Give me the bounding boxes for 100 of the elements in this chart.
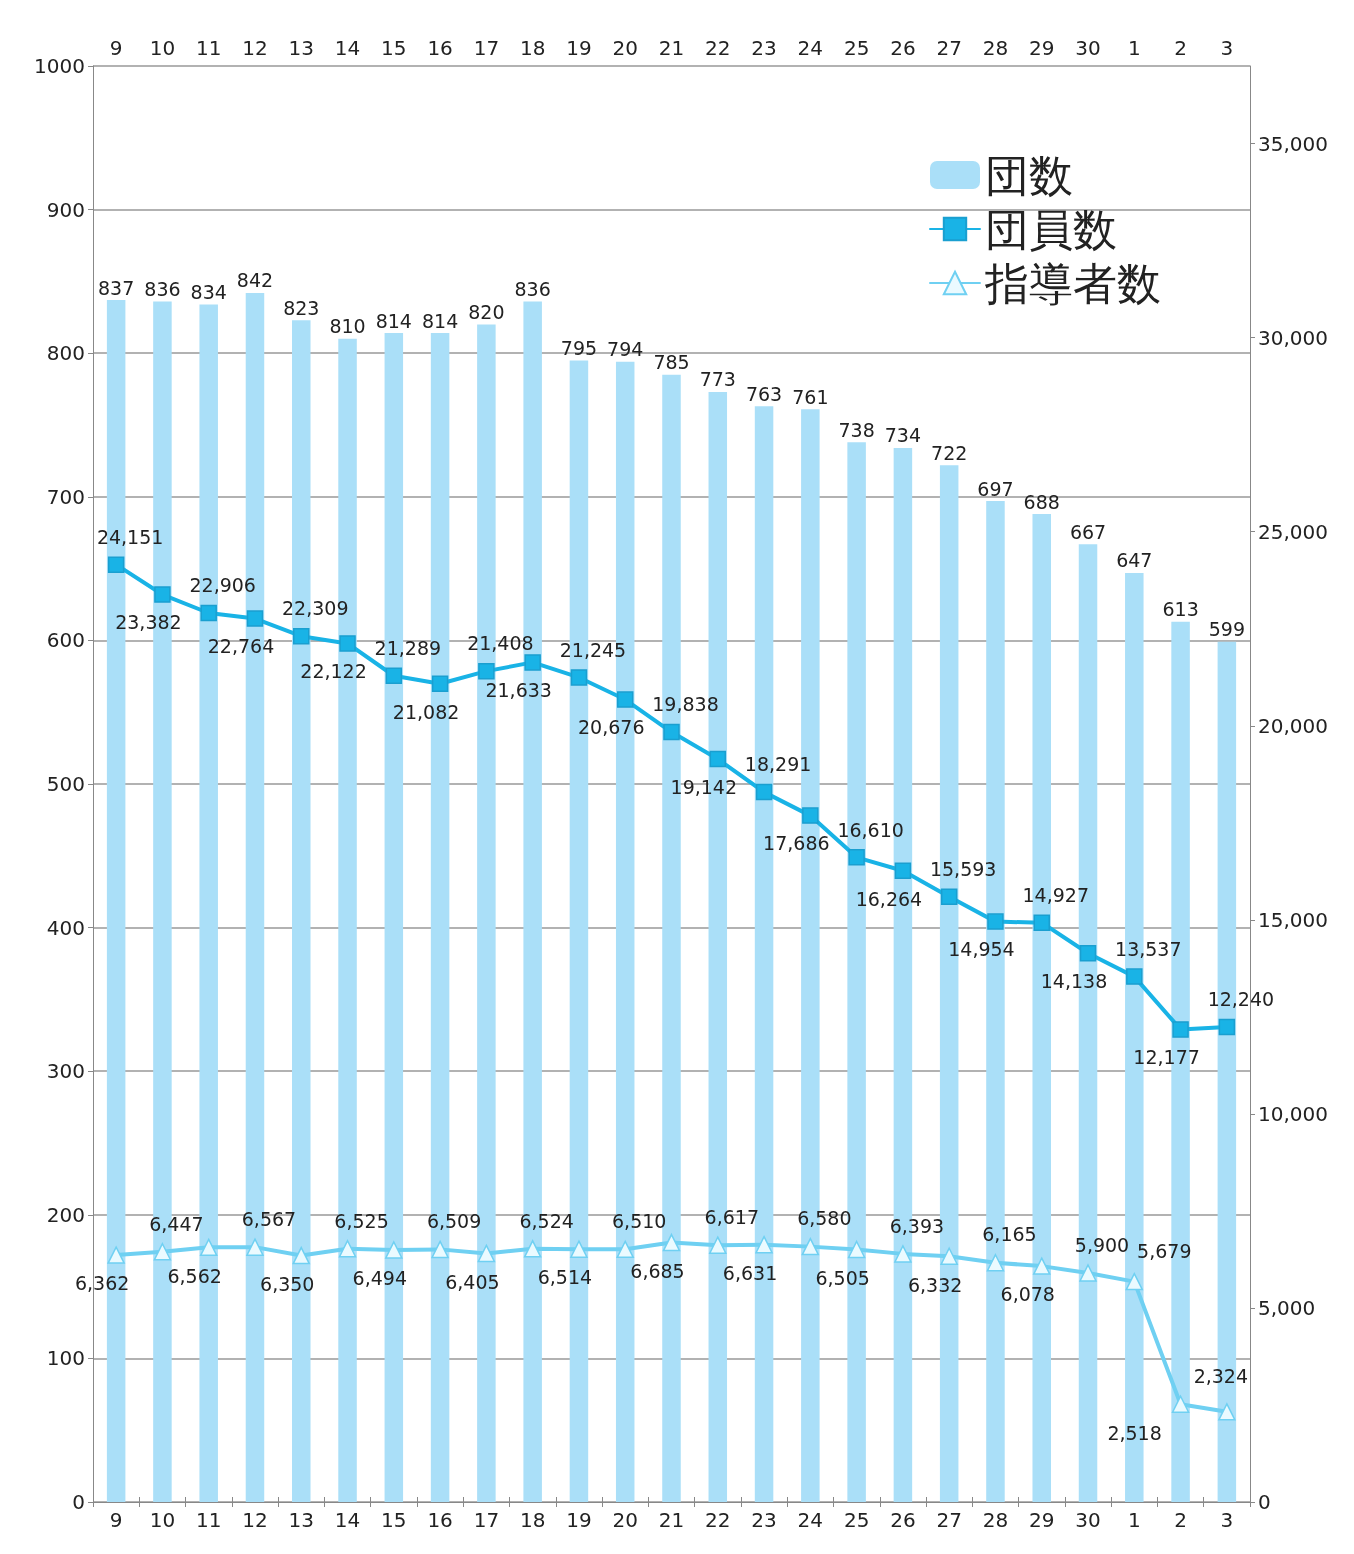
x-tick-label: 10 xyxy=(149,1508,176,1532)
x-tick-label: 23 xyxy=(751,1508,777,1532)
y2-tick-label: 25,000 xyxy=(1258,519,1328,544)
category-label: 26 xyxy=(890,36,916,60)
data-label: 2,324 xyxy=(1193,1364,1249,1387)
data-label: 814 xyxy=(375,309,412,332)
category-label: 14 xyxy=(334,36,361,60)
data-label: 6,685 xyxy=(630,1259,685,1282)
data-label: 14,954 xyxy=(948,938,1015,961)
data-label: 6,567 xyxy=(241,1207,297,1230)
category-label: 17 xyxy=(473,36,500,60)
category-label: 12 xyxy=(242,36,268,60)
point xyxy=(293,627,310,645)
point xyxy=(431,1240,449,1259)
x-tick-label: 12 xyxy=(242,1508,268,1532)
point xyxy=(940,1247,958,1265)
data-label: 21,633 xyxy=(485,679,552,702)
data-label: 613 xyxy=(1162,598,1199,621)
y2-tick-label: 0 xyxy=(1258,1490,1271,1514)
data-label: 6,447 xyxy=(149,1212,204,1235)
y-tick-label: 500 xyxy=(46,772,85,796)
point xyxy=(1218,1403,1236,1421)
data-label: 6,514 xyxy=(537,1266,593,1289)
point xyxy=(107,556,125,573)
legend-label: 指導者数 xyxy=(984,257,1161,309)
category-label: 16 xyxy=(427,36,453,60)
data-label: 15,593 xyxy=(929,858,997,881)
point xyxy=(801,1237,820,1256)
category-label: 19 xyxy=(566,36,592,60)
y-tick-label: 1000 xyxy=(34,54,85,78)
category-label: 29 xyxy=(1029,36,1055,60)
data-label: 21,289 xyxy=(374,637,442,660)
x-tick-label: 25 xyxy=(843,1508,870,1532)
x-tick-label: 24 xyxy=(797,1508,824,1532)
y-tick-label: 100 xyxy=(46,1346,85,1371)
y-tick-label: 0 xyxy=(72,1490,85,1514)
data-label: 734 xyxy=(884,424,922,447)
x-tick-label: 22 xyxy=(705,1508,731,1532)
point xyxy=(1218,1018,1236,1036)
data-label: 810 xyxy=(329,315,366,338)
point xyxy=(385,667,403,685)
point xyxy=(1032,1257,1051,1275)
point xyxy=(1126,968,1143,985)
category-label: 24 xyxy=(797,36,824,60)
data-label: 6,631 xyxy=(722,1261,778,1284)
point xyxy=(477,1244,496,1263)
legend-label: 団数 xyxy=(985,149,1073,201)
data-label: 820 xyxy=(468,300,505,323)
data-label: 6,525 xyxy=(334,1209,389,1232)
y2-tick-label: 35,000 xyxy=(1258,131,1328,156)
category-label: 22 xyxy=(705,36,731,60)
y2-tick-label: 15,000 xyxy=(1258,907,1328,932)
point xyxy=(940,888,958,906)
data-label: 6,350 xyxy=(260,1272,315,1295)
category-label: 13 xyxy=(288,36,314,60)
point xyxy=(894,1245,912,1263)
x-tick-label: 27 xyxy=(936,1508,962,1532)
data-label: 667 xyxy=(1069,520,1107,543)
point xyxy=(431,675,449,693)
category-label: 15 xyxy=(381,36,407,60)
data-label: 6,362 xyxy=(74,1272,130,1295)
x-tick-label: 3 xyxy=(1220,1508,1234,1532)
data-label: 738 xyxy=(838,418,875,441)
point xyxy=(847,1240,866,1259)
category-label: 10 xyxy=(149,36,176,60)
point xyxy=(246,610,264,627)
x-tick-label: 17 xyxy=(473,1508,500,1532)
data-label: 6,494 xyxy=(352,1267,408,1290)
y-tick-label: 400 xyxy=(46,915,85,940)
point xyxy=(478,662,495,680)
y2-tick-label: 20,000 xyxy=(1258,713,1328,738)
y-tick-label: 900 xyxy=(46,197,85,222)
data-label: 13,537 xyxy=(1115,937,1182,960)
data-label: 837 xyxy=(98,276,135,299)
x-tick-label: 30 xyxy=(1075,1508,1101,1532)
point xyxy=(570,669,588,686)
data-label: 18,291 xyxy=(744,753,812,776)
point xyxy=(153,1243,172,1261)
point xyxy=(246,1238,264,1256)
x-tick-label: 15 xyxy=(381,1508,407,1532)
x-tick-label: 21 xyxy=(658,1508,685,1532)
y-tick-label: 200 xyxy=(46,1202,85,1227)
x-tick-label: 2 xyxy=(1174,1508,1187,1532)
data-label: 16,264 xyxy=(855,887,923,910)
data-label: 6,617 xyxy=(704,1205,759,1228)
data-label: 6,165 xyxy=(982,1223,1037,1246)
x-tick-label: 26 xyxy=(890,1508,916,1532)
data-label: 697 xyxy=(977,477,1014,500)
y-tick-label: 700 xyxy=(46,484,85,509)
data-label: 6,505 xyxy=(815,1266,870,1289)
data-label: 22,309 xyxy=(282,597,349,620)
data-label: 19,142 xyxy=(670,775,738,798)
category-label: 27 xyxy=(936,36,962,60)
data-label: 22,764 xyxy=(207,635,275,658)
data-label: 22,122 xyxy=(300,660,367,683)
point xyxy=(755,1235,773,1254)
data-label: 785 xyxy=(653,351,690,374)
category-label: 23 xyxy=(751,36,777,60)
point xyxy=(709,1236,727,1254)
x-tick-label: 20 xyxy=(612,1508,638,1532)
